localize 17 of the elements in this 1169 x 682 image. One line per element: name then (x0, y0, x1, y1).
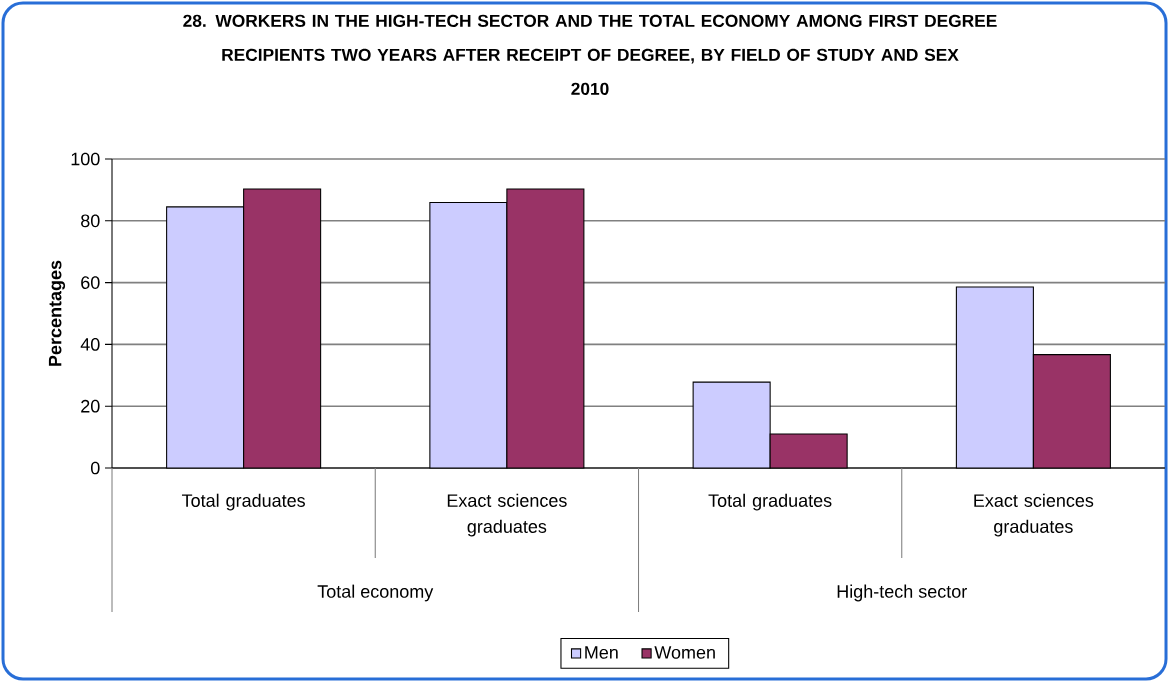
y-tick-label: 60 (81, 276, 100, 289)
y-tick-label: 80 (81, 214, 100, 228)
x-tick-label: Exact sciences graduates (974, 493, 1094, 537)
y-axis-title: Percentages (48, 260, 66, 366)
x-tick-label: Total graduates (708, 493, 832, 511)
y-tick-label: 0 (90, 461, 100, 475)
chart-subtitle: 2010 (571, 82, 609, 95)
chart-title: 28. WORKERS IN THE HIGH-TECH SECTOR AND THE TOTAL ECONOMY AMONG FIRST DEGREE RECIPIENTS TWO YEARS AFTER RECEIPT OF DEGREE, BY FIELD OF STUDY AND SEX (183, 14, 997, 64)
x-tick-label: Exact sciences graduates (447, 493, 567, 537)
legend-label: Men (585, 646, 618, 659)
y-tick-label: 20 (81, 399, 100, 413)
y-tick-label: 40 (80, 338, 100, 351)
x-tick-label: Total graduates (181, 493, 305, 511)
text: Total economy (317, 584, 434, 602)
y-tick-label: 100 (71, 152, 100, 166)
text: High-tech sector (837, 584, 967, 602)
legend-label: Women (654, 646, 715, 659)
